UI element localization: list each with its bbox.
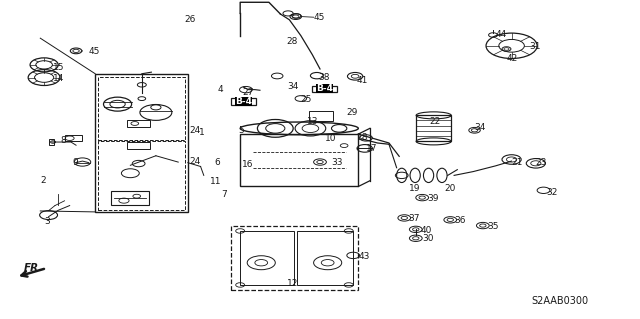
Text: 44: 44 [495,30,507,39]
Text: 14: 14 [53,74,65,83]
Text: 34: 34 [287,82,298,91]
Bar [240,231,294,285]
Text: 24: 24 [189,126,200,135]
Text: 22: 22 [430,117,441,126]
Bar [111,191,150,205]
Text: 30: 30 [422,234,434,243]
Text: 39: 39 [428,194,439,203]
Text: 37: 37 [408,214,420,223]
Text: B-4: B-4 [316,84,333,93]
Text: 10: 10 [325,134,337,143]
Text: 29: 29 [347,108,358,117]
Bar [297,231,353,285]
Bar [240,134,358,187]
Text: 18: 18 [357,133,369,142]
Bar [416,115,451,141]
Text: 26: 26 [184,15,196,24]
Text: 7: 7 [221,190,227,199]
Text: 31: 31 [529,42,541,51]
Bar [99,77,184,140]
Text: 4: 4 [218,85,223,94]
Text: 24: 24 [189,157,200,166]
Bar [49,139,54,145]
Text: 23: 23 [536,158,547,167]
Text: 15: 15 [53,63,65,72]
Text: 12: 12 [287,279,298,288]
Bar [308,111,333,121]
Bar [99,141,184,210]
Text: 27: 27 [242,88,253,97]
Text: 40: 40 [421,226,432,234]
Text: 41: 41 [357,76,369,85]
Text: 1: 1 [198,128,204,137]
Text: 32: 32 [547,188,558,197]
Text: 28: 28 [287,38,298,47]
Text: 11: 11 [210,177,221,186]
Text: 2: 2 [40,176,46,185]
Text: 25: 25 [301,95,312,104]
Text: 45: 45 [89,47,100,56]
Text: 21: 21 [511,158,523,167]
Text: 34: 34 [474,123,486,132]
Bar [127,142,150,149]
Bar [230,226,358,290]
Bar [312,86,337,92]
Bar [230,98,256,105]
Text: 35: 35 [487,222,499,231]
Text: 36: 36 [454,216,466,225]
Text: 6: 6 [214,158,220,167]
Text: 16: 16 [242,160,253,169]
Text: 9: 9 [72,158,78,167]
Bar [65,135,83,141]
Text: FR.: FR. [24,263,44,273]
Bar [127,120,150,127]
Text: 43: 43 [358,252,370,261]
Text: B-4: B-4 [235,97,252,106]
Text: 45: 45 [314,13,325,22]
Text: 19: 19 [410,184,421,193]
Bar [95,74,188,212]
Text: 13: 13 [307,117,319,126]
Text: 8: 8 [61,136,67,145]
Text: 38: 38 [319,73,330,82]
Text: 17: 17 [366,144,378,153]
Text: 42: 42 [506,54,518,63]
Text: 3: 3 [44,217,50,226]
Text: 5: 5 [238,126,244,135]
Text: 33: 33 [332,158,343,167]
Text: 20: 20 [445,184,456,193]
Text: S2AAB0300: S2AAB0300 [531,296,588,306]
